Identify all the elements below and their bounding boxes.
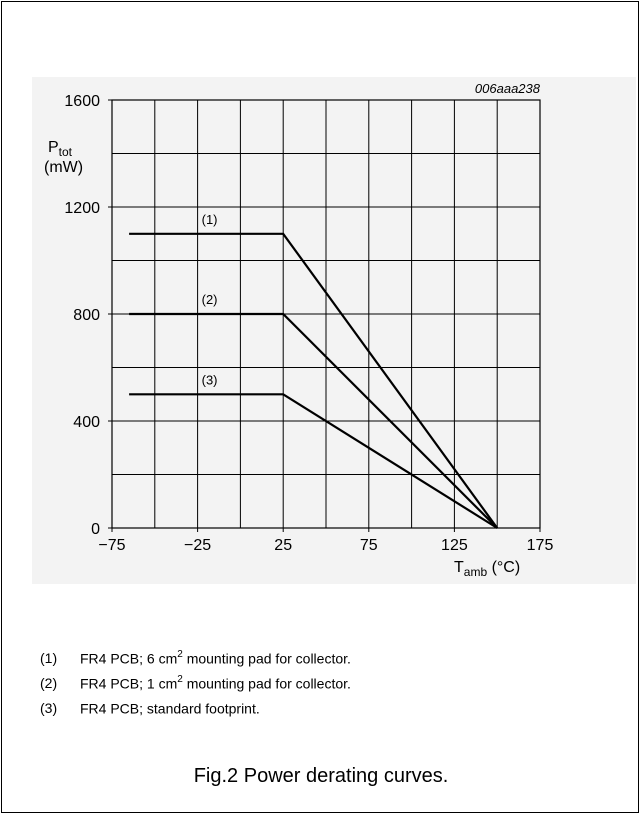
note-text-rest: mounting pad for collector.	[182, 650, 351, 667]
figure-caption: Fig.2 Power derating curves.	[193, 765, 449, 787]
note-text-main: FR4 PCB; 1 cm	[80, 675, 178, 692]
curve-label: (1)	[202, 212, 218, 227]
notes-list: (1) FR4 PCB; 6 cm2 mounting pad for coll…	[40, 649, 351, 725]
derating-curve	[129, 232, 499, 529]
note-text-main: FR4 PCB; standard footprint.	[80, 700, 260, 717]
note-text-rest: mounting pad for collector.	[182, 675, 351, 692]
y-axis-unit: (mW)	[44, 159, 83, 176]
note-text: FR4 PCB; 6 cm2 mounting pad for collecto…	[80, 649, 351, 667]
curve-label: (2)	[202, 292, 218, 307]
note-superscript: 2	[177, 674, 183, 685]
plot-frame	[111, 99, 541, 529]
note-number: (3)	[40, 700, 58, 716]
y-tick-label: 800	[73, 307, 100, 324]
curve-label: (3)	[202, 372, 218, 387]
note-2: (2) FR4 PCB; 1 cm2 mounting pad for coll…	[40, 674, 351, 700]
x-tick-label: −25	[184, 537, 211, 554]
chart-panel	[32, 77, 636, 584]
x-tick-label: 175	[527, 537, 554, 554]
x-tick-label: 125	[441, 537, 468, 554]
note-1: (1) FR4 PCB; 6 cm2 mounting pad for coll…	[40, 649, 351, 675]
figure-id: 006aaa238	[475, 81, 541, 96]
derating-curve	[129, 393, 498, 529]
note-3: (3) FR4 PCB; standard footprint.	[40, 700, 351, 725]
y-axis-label: Ptot	[48, 139, 73, 159]
note-number: (1)	[40, 650, 58, 666]
y-tick-label: 1200	[64, 200, 100, 217]
note-text: FR4 PCB; standard footprint.	[80, 700, 260, 717]
note-number: (2)	[40, 675, 58, 691]
note-text: FR4 PCB; 1 cm2 mounting pad for collecto…	[80, 674, 351, 692]
x-tick-label: 75	[360, 537, 378, 554]
x-tick-label: −75	[98, 537, 125, 554]
note-superscript: 2	[177, 649, 183, 660]
x-axis-label: Tamb (°C)	[454, 559, 520, 579]
x-tick-label: 25	[274, 537, 292, 554]
y-tick-label: 0	[91, 521, 100, 538]
derating-curve	[129, 312, 498, 529]
y-tick-label: 400	[73, 414, 100, 431]
power-derating-chart: (1) (2) (3) 0 400 800 1200 1600 −75 −25 25 75 125 175…	[44, 81, 554, 579]
note-text-main: FR4 PCB; 6 cm	[80, 650, 178, 667]
y-tick-label: 1600	[64, 93, 100, 110]
